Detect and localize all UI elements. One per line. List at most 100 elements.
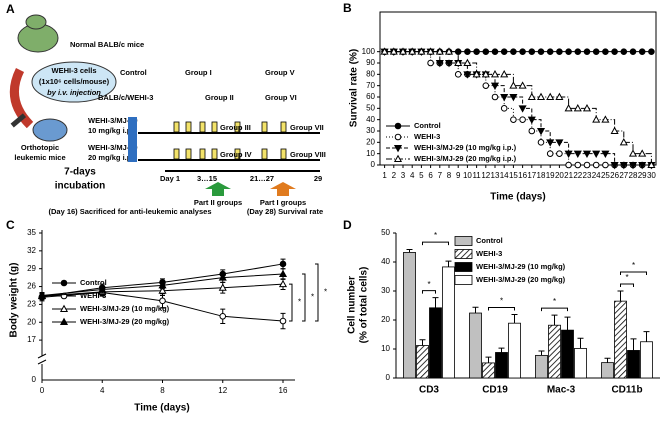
significance-bracket (620, 283, 634, 287)
y-tick-label: 50 (381, 228, 390, 237)
error-bar (432, 297, 439, 308)
error-bar (511, 313, 518, 324)
bar (627, 350, 640, 379)
marker (510, 116, 517, 123)
marker (620, 48, 628, 55)
marker (464, 48, 471, 55)
x-tick-label: Mac-3 (547, 385, 576, 396)
y-tick-label: 70 (366, 81, 375, 90)
marker (528, 127, 536, 135)
bar (561, 329, 574, 379)
x-tick-label: 8 (160, 386, 165, 395)
y-tick-label: 100 (362, 47, 376, 56)
marker (602, 161, 609, 169)
marker (444, 60, 454, 68)
x-tick-label: CD11b (611, 385, 642, 396)
significance-label: * (427, 280, 430, 289)
y-tick-label: 10 (381, 344, 390, 353)
significance-bracket (302, 273, 306, 322)
error-bar (498, 347, 505, 353)
legend-swatch (454, 262, 473, 272)
y-tick-label: 35 (27, 228, 36, 237)
marker (555, 92, 564, 100)
bar (574, 348, 587, 379)
marker (602, 48, 609, 55)
error-bar (472, 306, 479, 314)
bar (640, 341, 653, 379)
x-tick-label: 21 (564, 171, 573, 180)
diagram-label: WEHI-3 cells (51, 66, 96, 75)
x-tick-label: 19 (546, 171, 555, 180)
marker (574, 161, 582, 169)
marker (158, 281, 167, 289)
syringe (10, 113, 27, 128)
significance-bracket (541, 307, 568, 312)
marker (435, 60, 444, 68)
marker (158, 286, 167, 294)
marker (536, 92, 546, 100)
marker (394, 122, 402, 130)
marker (278, 269, 288, 278)
x-tick-label: 15 (509, 171, 518, 180)
marker (583, 161, 591, 169)
marker (619, 162, 628, 170)
significance-bracket (422, 290, 436, 294)
marker (573, 103, 582, 112)
marker (527, 116, 536, 125)
x-tick-label: 12 (481, 171, 490, 180)
marker (565, 161, 572, 169)
x-tick-label: 24 (592, 171, 601, 180)
error-bar (630, 338, 637, 351)
marker (638, 149, 647, 157)
y-tick-label: 20 (381, 315, 390, 324)
marker (490, 69, 500, 78)
marker (564, 150, 573, 159)
axis-break (37, 353, 47, 365)
significance-label: * (311, 293, 314, 302)
marker (491, 48, 499, 55)
legend-label: WEHI-3 (414, 132, 440, 141)
x-tick-label: 2 (392, 171, 397, 180)
marker (629, 48, 637, 55)
x-tick-label: 20 (555, 171, 564, 180)
y-tick-label: 0 (32, 375, 37, 384)
legend-label: WEHI-3/MJ-29 (20 mg/kg) (80, 317, 170, 326)
x-tick-label: 4 (410, 171, 415, 180)
x-tick-label: 27 (619, 171, 628, 180)
legend-swatch (454, 249, 473, 259)
x-tick-label: 16 (279, 386, 288, 395)
diagram-label: incubation (55, 181, 106, 192)
legend-swatch (454, 236, 473, 246)
incubation-bar (128, 117, 137, 162)
marker (473, 48, 480, 55)
significance-bracket (422, 241, 449, 246)
bar (495, 352, 508, 379)
cloud (31, 61, 117, 103)
marker (408, 47, 417, 55)
marker (564, 103, 573, 112)
marker (592, 115, 601, 123)
marker (454, 71, 462, 78)
bar (442, 266, 455, 379)
marker (546, 150, 554, 157)
error-bar (406, 249, 413, 253)
group-label: Group VI (265, 93, 297, 102)
marker (527, 92, 536, 100)
marker (546, 48, 554, 55)
marker (393, 154, 403, 162)
y-axis-title: Body weight (g) (9, 263, 20, 338)
bar (429, 307, 442, 379)
panel-label: D (343, 218, 352, 232)
marker (394, 133, 402, 141)
x-tick-label: 28 (629, 171, 638, 180)
y-tick-label: 0 (386, 373, 391, 382)
step-line (384, 51, 652, 166)
error-bar (538, 350, 545, 356)
y-tick-label: 26 (27, 282, 36, 291)
marker (565, 48, 572, 55)
marker (518, 81, 527, 89)
significance-bracket (315, 263, 319, 322)
marker (500, 94, 509, 102)
x-tick-label: 14 (500, 171, 509, 180)
bar (469, 312, 482, 379)
